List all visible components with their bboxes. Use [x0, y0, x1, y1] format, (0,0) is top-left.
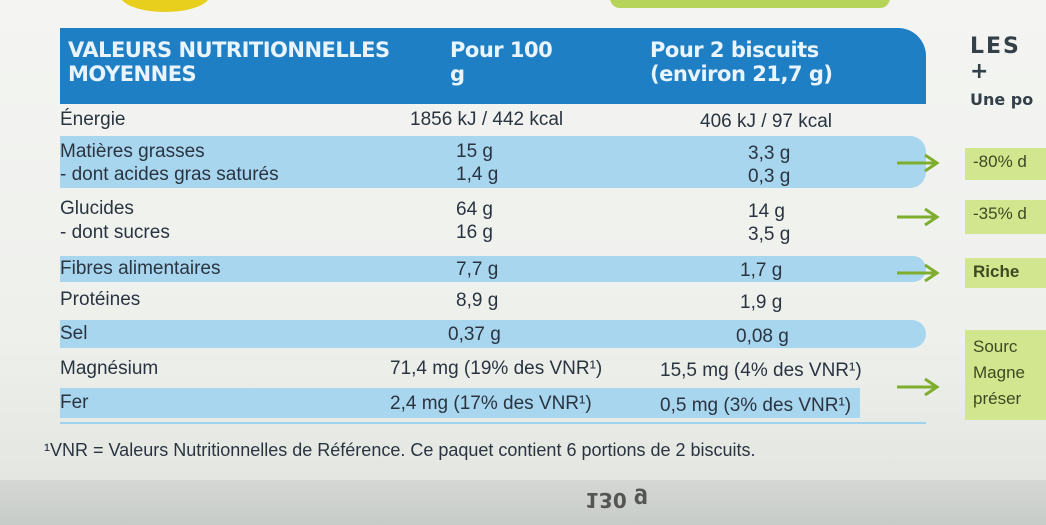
arrow-right-icon — [897, 207, 940, 227]
benefit-badge: Riche — [965, 258, 1046, 288]
row-label: Matières grasses — [60, 141, 205, 162]
yellow-shape — [120, 0, 210, 12]
row-value-per2: 406 kJ / 97 kcal — [700, 111, 833, 132]
row-value-per100: 64 g — [456, 199, 493, 220]
arrow-right-icon — [897, 377, 940, 397]
benefit-line: Magne — [973, 363, 1025, 382]
table-row: Sel 0,37 g 0,08 g — [60, 320, 926, 348]
benefit-badge: -35% d — [965, 200, 1046, 234]
package-panel: VALEURS NUTRITIONNELLES MOYENNES Pour 10… — [0, 0, 1046, 480]
table-row: Énergie 1856 kJ / 442 kcal 406 kJ / 97 k… — [60, 106, 926, 134]
header-col-label: VALEURS NUTRITIONNELLES MOYENNES — [68, 38, 390, 86]
side-title: LES + — [970, 34, 1021, 84]
row-label: Magnésium — [60, 358, 159, 379]
row-value-per2: 0,08 g — [736, 326, 789, 347]
row-value-per2: 3,5 g — [748, 224, 791, 245]
row-label: - dont acides gras saturés — [60, 164, 279, 185]
row-value-per100: 16 g — [456, 222, 493, 243]
side-subtitle: Une po — [970, 90, 1034, 109]
row-value-per100: 15 g — [456, 141, 493, 162]
footnote: ¹VNR = Valeurs Nutritionnelles de Référe… — [44, 440, 756, 460]
row-value-per100: 7,7 g — [456, 259, 499, 280]
row-value-per100: 0,37 g — [448, 324, 501, 345]
row-value-per100: 1856 kJ / 442 kcal — [410, 109, 564, 130]
header-col-per2: Pour 2 biscuits (environ 21,7 g) — [650, 38, 833, 86]
header-col-per100: Pour 100 g — [450, 38, 553, 86]
arrow-right-icon — [897, 263, 940, 283]
table-row: Protéines 8,9 g 1,9 g — [60, 286, 926, 316]
row-value-per2: 3,3 g — [748, 143, 791, 164]
table-row: Glucides 64 g 14 g - dont sucres 16 g 3,… — [60, 194, 926, 248]
row-label: Fer — [60, 392, 89, 413]
green-shape — [610, 0, 890, 8]
arrow-right-icon — [897, 153, 940, 173]
row-label: Énergie — [60, 109, 126, 130]
row-value-per2: 15,5 mg (4% des VNR¹) — [660, 360, 862, 381]
row-label: Sel — [60, 323, 88, 344]
table-row: Magnésium 71,4 mg (19% des VNR¹) 15,5 mg… — [60, 354, 926, 384]
row-value-per100: 2,4 mg (17% des VNR¹) — [390, 393, 592, 414]
flipped-weight-text: 130 g — [585, 488, 649, 512]
row-value-per2: 0,3 g — [748, 166, 791, 187]
row-value-per100: 1,4 g — [456, 164, 499, 185]
package-bottom-edge — [0, 480, 1046, 525]
row-value-per100: 71,4 mg (19% des VNR¹) — [390, 358, 603, 379]
benefit-badge-multiline: Sourc Magne préser — [965, 330, 1046, 420]
row-label: Fibres alimentaires — [60, 258, 221, 279]
table-row: Matières grasses 15 g 3,3 g - dont acide… — [60, 136, 926, 188]
row-value-per2: 1,9 g — [740, 292, 783, 313]
row-value-per100: 8,9 g — [456, 290, 499, 311]
table-divider — [60, 422, 926, 424]
row-label: Glucides — [60, 198, 134, 219]
row-label: - dont sucres — [60, 222, 170, 243]
table-header: VALEURS NUTRITIONNELLES MOYENNES Pour 10… — [60, 28, 926, 104]
row-value-per2: 1,7 g — [740, 260, 783, 281]
benefit-badge: -80% d — [965, 148, 1046, 180]
row-value-per2: 0,5 mg (3% des VNR¹) — [660, 395, 852, 416]
table-row: Fer 2,4 mg (17% des VNR¹) 0,5 mg (3% des… — [60, 388, 860, 418]
table-row: Fibres alimentaires 7,7 g 1,7 g — [60, 256, 926, 282]
row-label: Protéines — [60, 289, 141, 310]
benefit-line: préser — [973, 389, 1022, 408]
row-value-per2: 14 g — [748, 201, 785, 222]
benefit-line: Sourc — [973, 337, 1018, 356]
